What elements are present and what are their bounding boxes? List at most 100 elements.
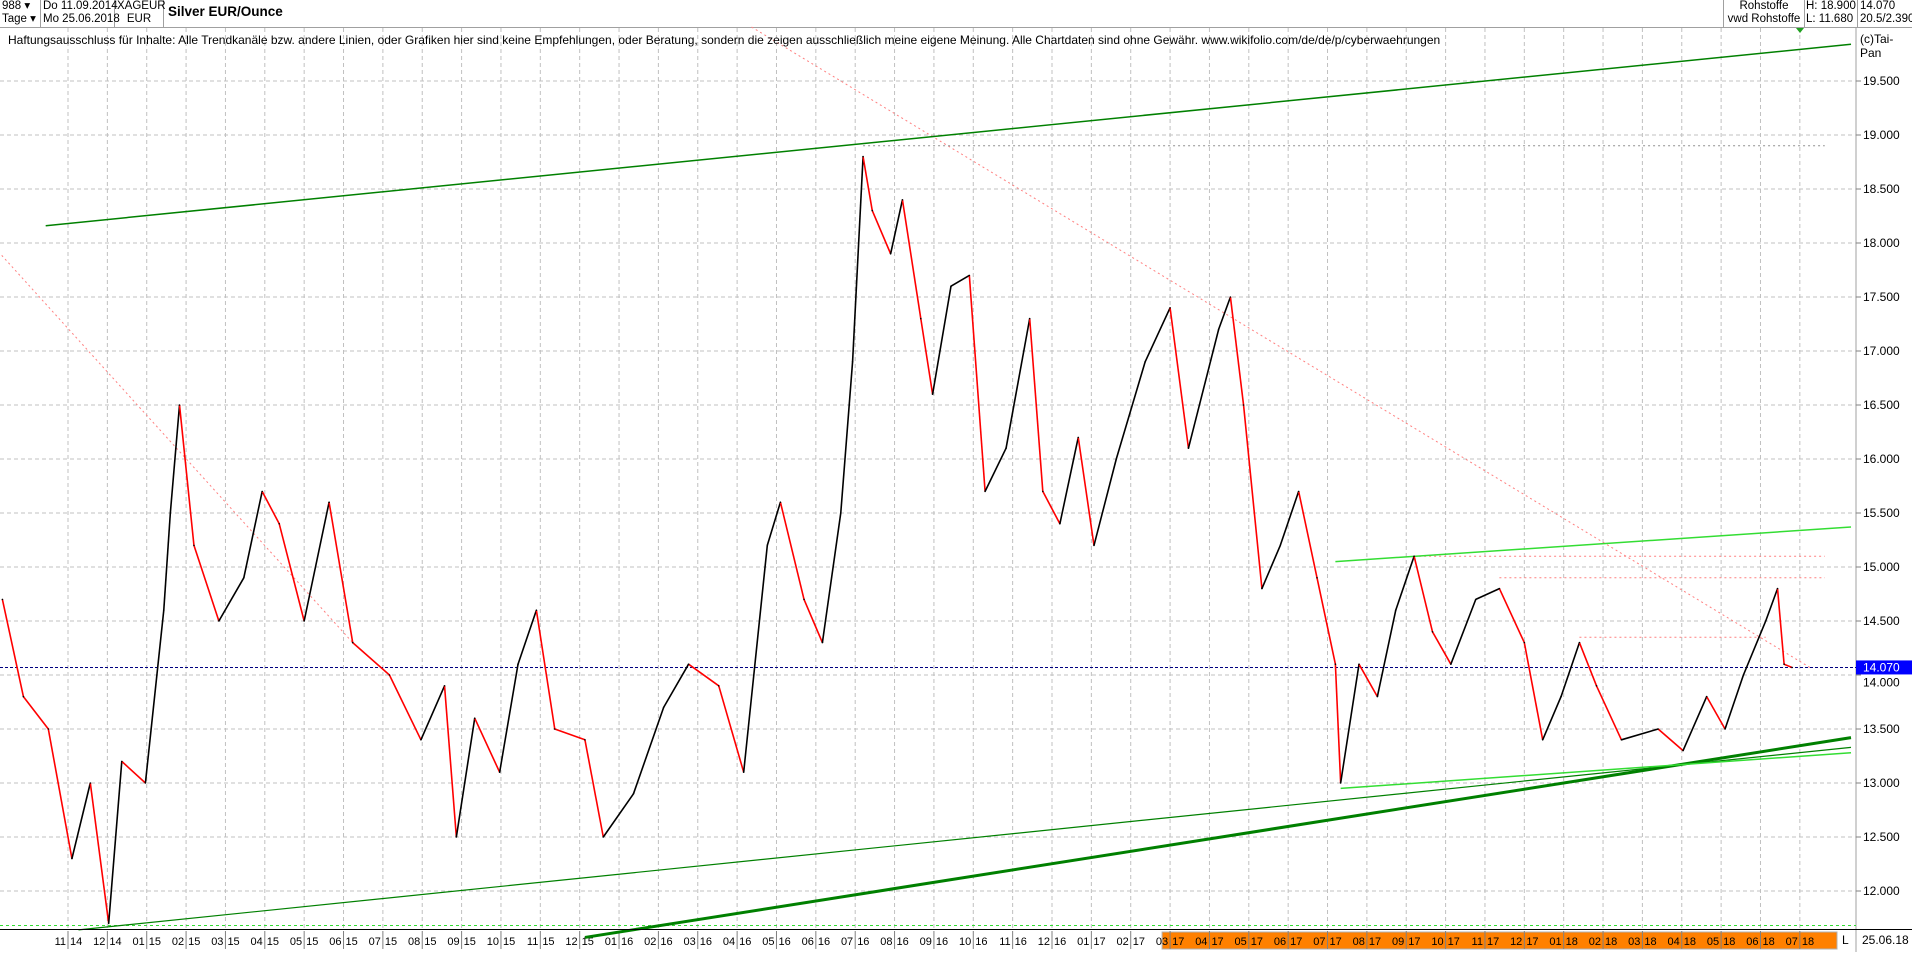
x-tick-label-month: 06	[1274, 936, 1286, 948]
price-point	[1791, 666, 1793, 669]
price-segment	[968, 275, 986, 492]
x-tick-label-year: 16	[739, 936, 751, 948]
bar-count[interactable]: 988	[2, 0, 22, 12]
x-tick-label-year: 15	[424, 936, 436, 948]
last-value: 14.070	[1860, 0, 1896, 12]
price-segment	[89, 782, 110, 924]
price-point	[1028, 317, 1031, 320]
price-point	[1316, 577, 1318, 579]
y-tick-label: 14.000	[1863, 675, 1900, 689]
price-segment	[1742, 620, 1767, 676]
x-tick-label-month: 01	[605, 936, 617, 948]
x-tick-label-month: 11	[55, 936, 66, 948]
price-segment	[473, 717, 501, 773]
x-tick-label-year: 17	[1487, 936, 1499, 948]
low-value: L: 11.680	[1806, 13, 1854, 25]
price-segment	[162, 512, 172, 611]
price-point	[22, 695, 25, 698]
y-tick-label: 17.000	[1863, 344, 1900, 358]
price-segment	[1217, 296, 1232, 330]
x-tick-label-month: 12	[1510, 936, 1522, 948]
x-tick-label-year: 17	[1211, 936, 1223, 948]
price-segment	[931, 286, 952, 395]
price-point	[687, 663, 690, 665]
date-range: Do 11.09.2014 Mo 25.06.2018	[41, 0, 120, 27]
price-point	[839, 512, 842, 514]
price-point	[851, 361, 854, 363]
price-segment	[1376, 610, 1397, 697]
price-point	[1474, 598, 1477, 601]
price-segment	[1776, 588, 1785, 665]
price-segment	[1657, 728, 1684, 752]
x-tick-label-year: 16	[857, 936, 869, 948]
x-tick-label-year: 18	[1802, 936, 1814, 948]
x-tick-label-year: 17	[1369, 936, 1381, 948]
price-point	[303, 620, 305, 622]
x-tick-label-year: 17	[1093, 936, 1105, 948]
price-segment	[1144, 307, 1171, 363]
price-segment	[1450, 599, 1477, 665]
price-point	[1783, 663, 1785, 665]
x-tick-label-month: 05	[1235, 936, 1247, 948]
price-point	[178, 404, 181, 406]
price-segment	[1394, 555, 1415, 611]
x-tick-label-month: 02	[1589, 936, 1601, 948]
info-value: 20.5/2.390	[1860, 13, 1912, 25]
x-tick-label-month: 11	[527, 936, 538, 948]
trendline	[584, 736, 1852, 939]
disclaimer: Haftungsausschluss für Inhalte: Alle Tre…	[8, 33, 1441, 47]
x-tick-label-month: 02	[1116, 936, 1128, 948]
period-label[interactable]: Tage	[2, 13, 27, 25]
log-scale-button[interactable]: L	[1842, 933, 1849, 947]
chevron-down-icon[interactable]: ▾	[30, 13, 36, 25]
x-tick-label-year: 15	[385, 936, 397, 948]
x-tick-label-month: 04	[1668, 936, 1680, 948]
price-segment	[535, 610, 556, 730]
period-selector[interactable]: 988 ▾ Tage ▾	[0, 0, 41, 27]
price-point	[162, 609, 165, 611]
price-segment	[107, 761, 123, 924]
price-segment	[821, 512, 842, 643]
price-point	[218, 620, 220, 622]
x-tick-label-year: 16	[897, 936, 909, 948]
x-tick-label-month: 04	[723, 936, 735, 948]
y-tick-label: 13.000	[1863, 776, 1900, 790]
x-tick-label-month: 08	[408, 936, 420, 948]
chevron-down-icon[interactable]: ▾	[24, 0, 31, 12]
x-tick-label-month: 05	[762, 936, 774, 948]
x-tick-label-year: 16	[1054, 936, 1066, 948]
x-tick-label-month: 09	[920, 936, 932, 948]
price-point	[1005, 447, 1007, 450]
price-point	[193, 544, 195, 547]
price-point	[420, 739, 422, 741]
date-to: Mo 25.06.2018	[43, 13, 120, 25]
last-price-badge	[1856, 660, 1912, 675]
price-point	[1431, 631, 1434, 633]
price-point	[931, 393, 934, 396]
price-point	[1077, 436, 1080, 439]
last-date: 25.06.18	[1862, 933, 1909, 947]
price-segment	[862, 156, 874, 211]
price-segment	[1578, 642, 1598, 687]
source-2: vwd Rohstoffe	[1727, 13, 1801, 25]
price-segment	[22, 696, 49, 730]
price-point	[455, 836, 458, 838]
price-segment	[920, 318, 934, 395]
x-tick-label-year: 15	[464, 936, 476, 948]
x-tick-label-year: 18	[1644, 936, 1656, 948]
x-tick-label-year: 14	[109, 936, 121, 948]
price-point	[1764, 620, 1767, 622]
price-segment	[303, 502, 330, 622]
price-point	[535, 609, 538, 611]
price-point	[821, 641, 824, 644]
x-tick-label-month: 07	[369, 936, 381, 948]
price-point	[120, 760, 123, 763]
price-segment	[1358, 663, 1379, 697]
price-point	[1115, 458, 1118, 460]
x-tick-label-year: 17	[1408, 936, 1420, 948]
x-tick-label-year: 15	[503, 936, 515, 948]
date-from: Do 11.09.2014	[43, 0, 118, 12]
x-tick-label-year: 15	[542, 936, 554, 948]
price-segment	[178, 404, 195, 546]
